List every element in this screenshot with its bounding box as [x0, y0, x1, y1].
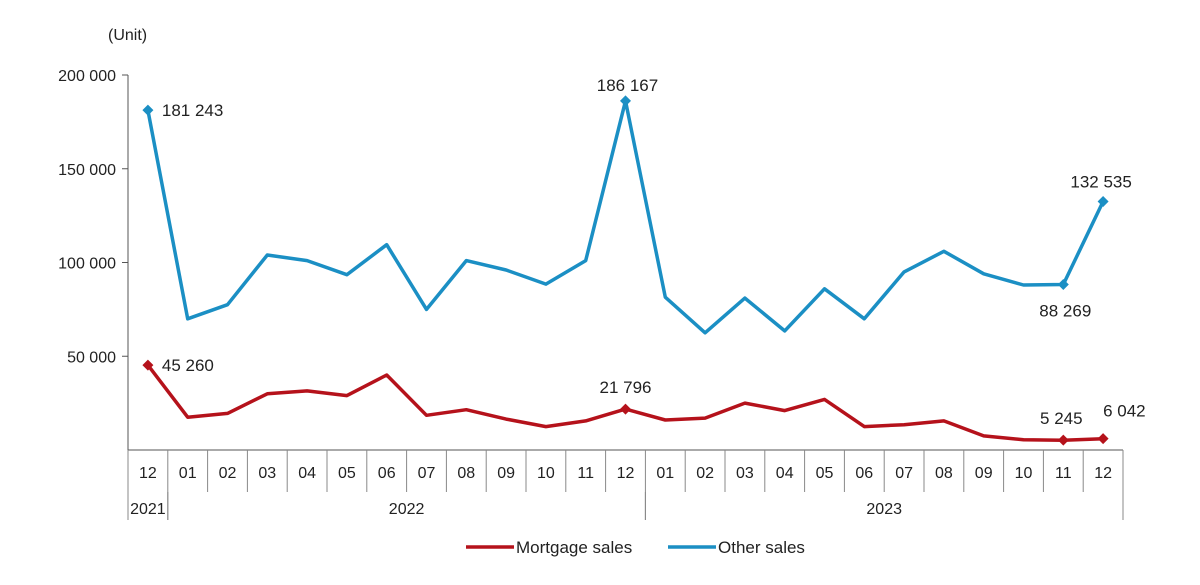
- series-line-mortgage: [146, 364, 1104, 442]
- legend-label: Mortgage sales: [516, 538, 632, 557]
- y-tick-label: 100 000: [58, 256, 116, 273]
- x-tick-label: 12: [139, 465, 157, 482]
- x-tick-label: 08: [935, 465, 953, 482]
- x-tick-label: 12: [1094, 465, 1112, 482]
- series-layer: [142, 95, 1109, 446]
- x-tick-label: 09: [497, 465, 515, 482]
- year-label: 2023: [866, 501, 902, 518]
- x-tick-label: 11: [577, 465, 594, 482]
- x-tick-label: 04: [776, 465, 794, 482]
- x-tick-label: 07: [895, 465, 913, 482]
- y-tick-label: 150 000: [58, 162, 116, 179]
- data-point-marker: [142, 104, 154, 116]
- legend-label: Other sales: [718, 538, 805, 557]
- data-label: 5 245: [1040, 409, 1083, 428]
- data-point-marker: [620, 403, 631, 415]
- y-tick-label: 200 000: [58, 68, 116, 85]
- unit-label: (Unit): [108, 27, 147, 44]
- data-label: 181 243: [162, 101, 223, 120]
- x-tick-label: 12: [617, 465, 635, 482]
- data-label: 88 269: [1039, 301, 1091, 320]
- x-tick-label: 06: [378, 465, 396, 482]
- data-label: 21 796: [600, 378, 652, 397]
- x-tick-label: 02: [219, 465, 237, 482]
- data-point-marker: [142, 359, 154, 371]
- data-label: 132 535: [1070, 172, 1131, 191]
- legend: Mortgage sales Other sales: [466, 538, 805, 557]
- x-tick-label: 10: [537, 465, 555, 482]
- axes: 200 000 150 000 100 000 50 000 12 01 02 03 04 05 0…: [58, 68, 1124, 520]
- x-tick-label: 09: [975, 465, 993, 482]
- x-tick-label: 03: [258, 465, 276, 482]
- x-tick-label: 05: [816, 465, 834, 482]
- y-tick-label: 50 000: [67, 349, 116, 366]
- x-tick-label: 10: [1015, 465, 1033, 482]
- x-tick-label: 07: [418, 465, 436, 482]
- x-tick-label: 01: [656, 465, 674, 482]
- x-tick-label: 02: [696, 465, 714, 482]
- data-label: 6 042: [1103, 402, 1146, 421]
- x-tick-label: 01: [179, 465, 197, 482]
- year-label: 2022: [389, 501, 425, 518]
- x-tick-label: 11: [1055, 465, 1072, 482]
- year-label: 2021: [130, 501, 166, 518]
- series-line-other: [146, 99, 1105, 335]
- data-point-marker: [1097, 433, 1109, 445]
- data-point-marker: [1057, 278, 1069, 290]
- x-tick-label: 05: [338, 465, 356, 482]
- data-point-marker: [620, 95, 631, 107]
- data-label: 45 260: [162, 356, 214, 375]
- x-tick-label: 04: [298, 465, 316, 482]
- data-point-marker: [1097, 195, 1109, 207]
- data-label: 186 167: [597, 76, 658, 95]
- data-labels: 45 260 21 796 5 245 6 042 181 243 186 167 88 2…: [162, 76, 1146, 428]
- data-point-marker: [1057, 434, 1069, 446]
- x-tick-label: 03: [736, 465, 754, 482]
- x-tick-label: 08: [457, 465, 475, 482]
- x-tick-label: 06: [855, 465, 873, 482]
